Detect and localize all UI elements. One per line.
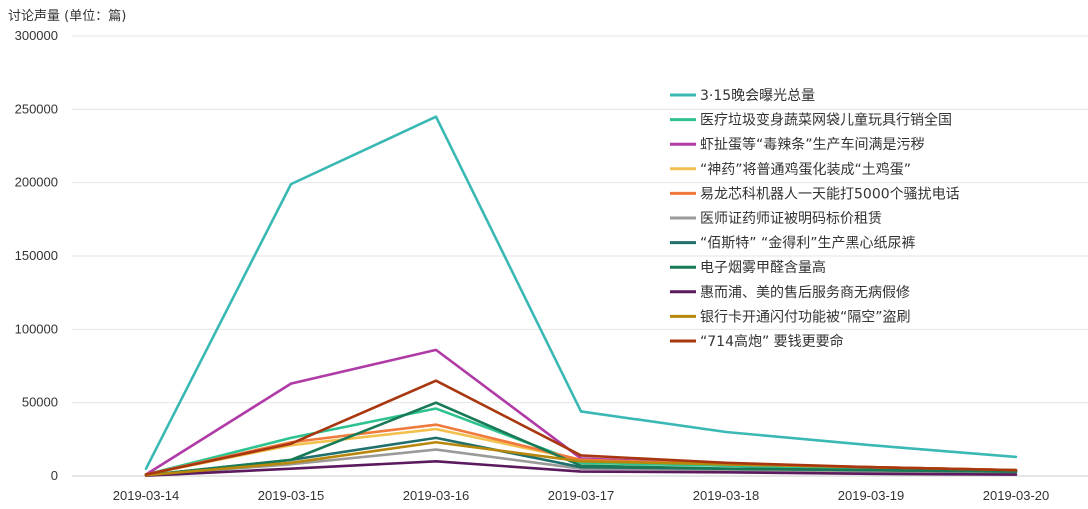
series-line[interactable] [144, 448, 1018, 477]
legend-label: “714高炮” 要钱更要命 [700, 333, 844, 350]
legend-item[interactable]: 3·15晚会曝光总量 [670, 88, 815, 104]
y-tick-label: 100000 [15, 321, 58, 336]
legend-label: 电子烟雾甲醛含量高 [700, 259, 826, 276]
y-tick-label: 0 [51, 468, 58, 483]
series-lines [144, 115, 1018, 478]
x-tick-label: 2019-03-15 [258, 488, 325, 503]
series-line[interactable] [144, 401, 1018, 477]
legend-label: “佰斯特” “金得利”生产黑心纸尿裤 [700, 235, 915, 252]
x-tick-label: 2019-03-18 [693, 488, 760, 503]
legend-item[interactable]: 医疗垃圾变身蔬菜网袋儿童玩具行销全国 [670, 112, 952, 129]
legend-item[interactable]: 医师证药师证被明码标价租赁 [670, 211, 882, 227]
legend-item[interactable]: 惠而浦、美的售后服务商无病假修 [670, 285, 910, 301]
x-tick-label: 2019-03-16 [403, 488, 470, 503]
legend-item[interactable]: 易龙芯科机器人一天能打5000个骚扰电话 [670, 185, 960, 202]
x-tick-label: 2019-03-14 [113, 488, 180, 503]
legend-item[interactable]: 电子烟雾甲醛含量高 [670, 259, 826, 276]
series-line[interactable] [144, 407, 1018, 476]
x-tick-label: 2019-03-17 [548, 488, 615, 503]
legend-label: 银行卡开通闪付功能被“隔空”盗刷 [700, 309, 911, 325]
series-line[interactable] [144, 460, 1018, 478]
legend-item[interactable]: “714高炮” 要钱更要命 [670, 333, 844, 350]
legend-label: 医疗垃圾变身蔬菜网袋儿童玩具行销全国 [700, 112, 952, 129]
y-axis-unit-label: 讨论声量 (单位：篇) [8, 9, 127, 24]
series-line[interactable] [144, 379, 1018, 476]
legend-item[interactable]: “神药”将普通鸡蛋化装成“土鸡蛋” [670, 161, 911, 178]
legend-label: 易龙芯科机器人一天能打5000个骚扰电话 [700, 185, 960, 202]
legend-label: “神药”将普通鸡蛋化装成“土鸡蛋” [700, 161, 911, 178]
y-tick-label: 50000 [22, 395, 58, 410]
x-axis-ticks: 2019-03-14 2019-03-15 2019-03-16 2019-03-17… [113, 488, 1050, 503]
x-tick-label: 2019-03-19 [838, 488, 905, 503]
legend-item[interactable]: 虾扯蛋等“毒辣条”生产车间满是污秽 [670, 136, 925, 153]
legend-label: 医师证药师证被明码标价租赁 [700, 211, 882, 227]
y-tick-label: 300000 [15, 28, 58, 43]
grid-lines [72, 35, 1088, 477]
series-line[interactable] [144, 115, 1018, 470]
y-tick-label: 250000 [15, 101, 58, 116]
legend-item[interactable]: 银行卡开通闪付功能被“隔空”盗刷 [670, 309, 911, 325]
legend[interactable]: 3·15晚会曝光总量医疗垃圾变身蔬菜网袋儿童玩具行销全国虾扯蛋等“毒辣条”生产车… [670, 88, 960, 350]
legend-label: 虾扯蛋等“毒辣条”生产车间满是污秽 [700, 136, 925, 153]
legend-item[interactable]: “佰斯特” “金得利”生产黑心纸尿裤 [670, 235, 915, 252]
y-axis-ticks: 0 50000 100000 150000 200000 250000 300000 [15, 28, 58, 483]
x-tick-label: 2019-03-20 [983, 488, 1050, 503]
y-tick-label: 150000 [15, 248, 58, 263]
legend-label: 惠而浦、美的售后服务商无病假修 [700, 285, 910, 301]
y-tick-label: 200000 [15, 175, 58, 190]
legend-label: 3·15晚会曝光总量 [700, 88, 815, 104]
